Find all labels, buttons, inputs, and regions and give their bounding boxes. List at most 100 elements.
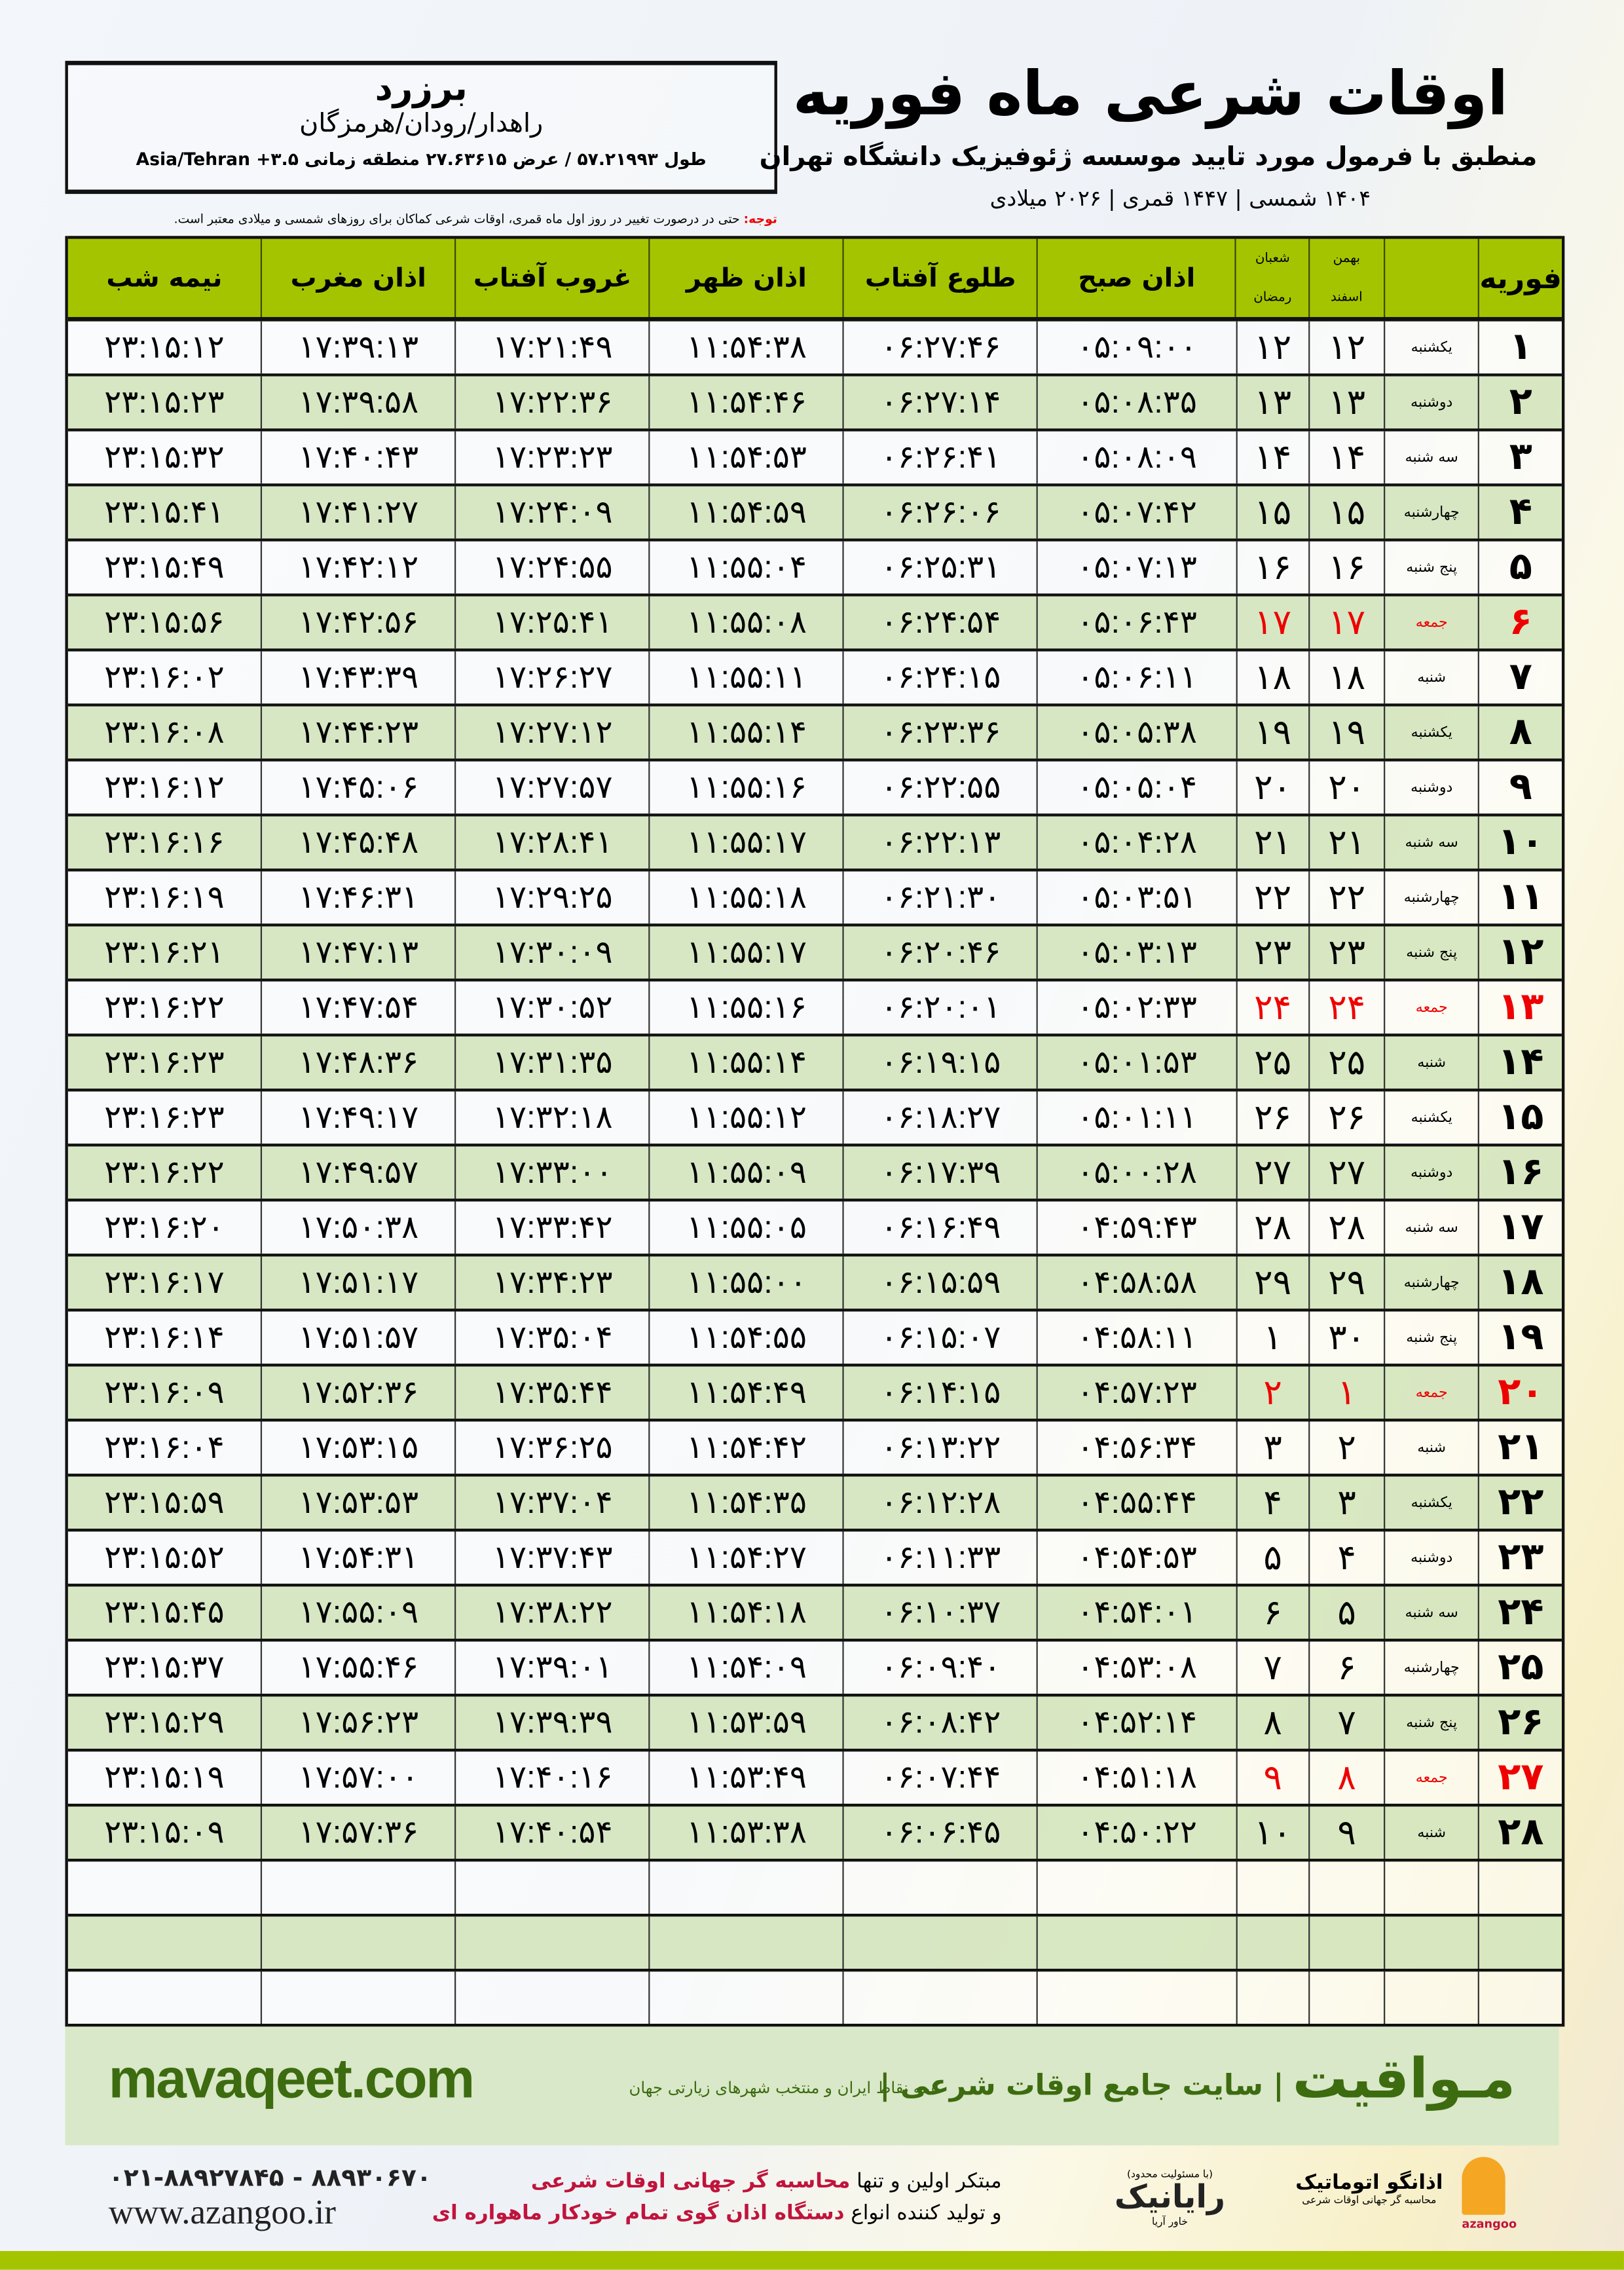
lunar-date: ۲ bbox=[1235, 1366, 1309, 1419]
lunar-date: ۱۹ bbox=[1235, 706, 1309, 759]
azangoo-logo: اذانگو اتوماتیک محاسبه گر جهانی اوقات شر… bbox=[1295, 2160, 1443, 2206]
table-row: ۲۲ یکشنبه ۳ ۴ ۰۴:۵۵:۴۴ ۰۶:۱۲:۲۸ ۱۱:۵۴:۳۵ ۱۷:۳۷:… bbox=[67, 1476, 1562, 1532]
time-nime: ۲۳:۱۶:۰۴ bbox=[104, 1428, 225, 1465]
time-ghorub: ۱۷:۲۹:۲۵ bbox=[454, 871, 648, 924]
time-tolu: ۰۶:۱۹:۱۵ bbox=[843, 1036, 1037, 1089]
time-ghorub bbox=[454, 1861, 648, 1914]
time-ghorub: ۱۷:۲۱:۴۹ bbox=[454, 321, 648, 374]
day-number: ۶ bbox=[1478, 596, 1562, 649]
time-tolu: ۰۶:۲۴:۱۵ bbox=[843, 651, 1037, 704]
table-row: ۱ یکشنبه ۱۲ ۱۲ ۰۵:۰۹:۰۰ ۰۶:۲۷:۴۶ ۱۱:۵۴:۳۸ ۱۷:۲۱… bbox=[67, 321, 1562, 377]
time-sobh: ۰۵:۰۳:۵۱ bbox=[1037, 871, 1236, 924]
city-name: برزرد bbox=[375, 67, 468, 109]
time-tolu: ۰۶:۲۶:۴۱ bbox=[843, 431, 1037, 484]
slogan-secondary: همه نقاط ایران و منتخب شهرهای زیارتی جها… bbox=[629, 2078, 940, 2098]
table-row: ۷ شنبه ۱۸ ۱۸ ۰۵:۰۶:۱۱ ۰۶:۲۴:۱۵ ۱۱:۵۵:۱۱ ۱۷:۲۶:۲… bbox=[67, 651, 1562, 707]
promo-2a: و تولید کننده انواع bbox=[844, 2201, 1002, 2225]
time-ghorub: ۱۷:۳۳:۴۲ bbox=[454, 1201, 648, 1254]
rayanik-name: رایانیک bbox=[1114, 2180, 1226, 2216]
azangoo-link[interactable]: www.azangoo.ir bbox=[108, 2194, 336, 2233]
day-number: ۲۴ bbox=[1478, 1586, 1562, 1639]
time-zohr: ۱۱:۵۴:۲۷ bbox=[648, 1531, 843, 1584]
time-ghorub: ۱۷:۲۴:۵۵ bbox=[454, 541, 648, 594]
time-maghreb: ۱۷:۵۳:۵۳ bbox=[261, 1476, 454, 1529]
table-row: ۱۲ پنج شنبه ۲۳ ۲۳ ۰۵:۰۳:۱۳ ۰۶:۲۰:۴۶ ۱۱:۵۵:۱۷ ۱۷… bbox=[67, 926, 1562, 982]
time-sobh: ۰۵:۰۸:۳۵ bbox=[1037, 376, 1236, 429]
weekday bbox=[1383, 1916, 1479, 1969]
time-zohr: ۱۱:۵۵:۰۴ bbox=[648, 541, 843, 594]
solar-date: ۱۶ bbox=[1308, 541, 1383, 594]
solar-date: ۱۷ bbox=[1308, 596, 1383, 649]
time-nime: ۲۳:۱۶:۱۶ bbox=[104, 823, 225, 860]
time-nime: ۲۳:۱۶:۲۳ bbox=[104, 1098, 225, 1135]
time-maghreb: ۱۷:۴۸:۳۶ bbox=[261, 1036, 454, 1089]
time-zohr: ۱۱:۵۴:۴۶ bbox=[648, 376, 843, 429]
time-ghorub: ۱۷:۳۰:۵۲ bbox=[454, 981, 648, 1034]
time-nime: ۲۳:۱۵:۱۲ bbox=[104, 328, 225, 365]
lunar-date: ۲۹ bbox=[1235, 1256, 1309, 1309]
table-row: ۲ دوشنبه ۱۳ ۱۳ ۰۵:۰۸:۳۵ ۰۶:۲۷:۱۴ ۱۱:۵۴:۴۶ ۱۷:۲۲… bbox=[67, 376, 1562, 432]
lunar-date: ۲۴ bbox=[1235, 981, 1309, 1034]
site-link[interactable]: mavaqeet.com bbox=[108, 2049, 475, 2111]
time-maghreb: ۱۷:۴۲:۵۶ bbox=[261, 596, 454, 649]
time-ghorub: ۱۷:۳۴:۲۳ bbox=[454, 1256, 648, 1309]
weekday: پنج شنبه bbox=[1383, 926, 1479, 979]
lunar-date: ۱۴ bbox=[1235, 431, 1309, 484]
weekday: پنج شنبه bbox=[1383, 1696, 1479, 1749]
mosque-dome-icon bbox=[1462, 2157, 1505, 2215]
time-sobh: ۰۵:۰۸:۰۹ bbox=[1037, 431, 1236, 484]
time-tolu: ۰۶:۲۴:۵۴ bbox=[843, 596, 1037, 649]
time-tolu: ۰۶:۱۷:۳۹ bbox=[843, 1146, 1037, 1199]
time-ghorub: ۱۷:۳۳:۰۰ bbox=[454, 1146, 648, 1199]
time-nime: ۲۳:۱۶:۲۰ bbox=[104, 1208, 225, 1245]
lunar-date: ۱۶ bbox=[1235, 541, 1309, 594]
time-sobh: ۰۵:۰۷:۴۲ bbox=[1037, 486, 1236, 539]
subtitle: منطبق با فرمول مورد تایید موسسه ژئوفیزیک… bbox=[759, 141, 1538, 173]
solar-date: ۲۷ bbox=[1308, 1146, 1383, 1199]
lunar-date: ۱۵ bbox=[1235, 486, 1309, 539]
day-number bbox=[1478, 1916, 1562, 1969]
solar-date bbox=[1308, 1916, 1383, 1969]
table-row: ۲۶ پنج شنبه ۷ ۸ ۰۴:۵۲:۱۴ ۰۶:۰۸:۴۲ ۱۱:۵۳:۵۹ ۱۷:۳… bbox=[67, 1696, 1562, 1752]
time-nime: ۲۳:۱۵:۳۷ bbox=[104, 1648, 225, 1685]
time-maghreb: ۱۷:۵۴:۳۱ bbox=[261, 1531, 454, 1584]
lunar-date: ۶ bbox=[1235, 1586, 1309, 1639]
time-tolu: ۰۶:۱۵:۵۹ bbox=[843, 1256, 1037, 1309]
time-maghreb: ۱۷:۴۷:۵۴ bbox=[261, 981, 454, 1034]
time-zohr: ۱۱:۵۳:۴۹ bbox=[648, 1751, 843, 1804]
weekday: دوشنبه bbox=[1383, 376, 1479, 429]
day-number: ۱۸ bbox=[1478, 1256, 1562, 1309]
time-maghreb: ۱۷:۴۱:۲۷ bbox=[261, 486, 454, 539]
time-tolu: ۰۶:۰۸:۴۲ bbox=[843, 1696, 1037, 1749]
time-zohr: ۱۱:۵۵:۱۲ bbox=[648, 1091, 843, 1144]
time-tolu: ۰۶:۱۰:۳۷ bbox=[843, 1586, 1037, 1639]
time-tolu: ۰۶:۲۲:۱۳ bbox=[843, 816, 1037, 869]
time-tolu bbox=[843, 1916, 1037, 1969]
time-zohr: ۱۱:۵۴:۰۹ bbox=[648, 1641, 843, 1694]
azangoo-sub: محاسبه گر جهانی اوقات شرعی bbox=[1302, 2194, 1437, 2206]
promo-text: مبتکر اولین و تنها محاسبه گر جهانی اوقات… bbox=[432, 2166, 1002, 2229]
weekday: سه شنبه bbox=[1383, 816, 1479, 869]
time-nime: ۲۳:۱۶:۲۲ bbox=[104, 988, 225, 1025]
time-ghorub: ۱۷:۳۹:۳۹ bbox=[454, 1696, 648, 1749]
time-ghorub: ۱۷:۳۱:۳۵ bbox=[454, 1036, 648, 1089]
table-row: ۸ یکشنبه ۱۹ ۱۹ ۰۵:۰۵:۳۸ ۰۶:۲۳:۳۶ ۱۱:۵۵:۱۴ ۱۷:۲۷… bbox=[67, 706, 1562, 762]
promo-1b: محاسبه گر جهانی اوقات شرعی bbox=[530, 2170, 851, 2193]
table-row: ۴ چهارشنبه ۱۵ ۱۵ ۰۵:۰۷:۴۲ ۰۶:۲۶:۰۶ ۱۱:۵۴:۵۹ ۱۷:… bbox=[67, 486, 1562, 542]
time-nime: ۲۳:۱۶:۱۹ bbox=[104, 878, 225, 915]
day-number: ۱ bbox=[1478, 321, 1562, 374]
time-nime: ۲۳:۱۶:۱۲ bbox=[104, 768, 225, 805]
solar-date: ۲۵ bbox=[1308, 1036, 1383, 1089]
time-sobh: ۰۵:۰۰:۲۸ bbox=[1037, 1146, 1236, 1199]
time-nime: ۲۳:۱۵:۲۳ bbox=[104, 383, 225, 420]
time-nime: ۲۳:۱۶:۰۲ bbox=[104, 658, 225, 695]
time-maghreb: ۱۷:۵۳:۱۵ bbox=[261, 1421, 454, 1474]
time-maghreb: ۱۷:۵۱:۱۷ bbox=[261, 1256, 454, 1309]
time-sobh: ۰۵:۰۷:۱۳ bbox=[1037, 541, 1236, 594]
time-sobh: ۰۴:۵۴:۰۱ bbox=[1037, 1586, 1236, 1639]
time-nime: ۲۳:۱۵:۵۲ bbox=[104, 1538, 225, 1575]
table-row: ۱۸ چهارشنبه ۲۹ ۲۹ ۰۴:۵۸:۵۸ ۰۶:۱۵:۵۹ ۱۱:۵۵:۰۰ ۱۷… bbox=[67, 1256, 1562, 1312]
time-tolu: ۰۶:۰۹:۴۰ bbox=[843, 1641, 1037, 1694]
time-maghreb: ۱۷:۴۴:۲۳ bbox=[261, 706, 454, 759]
solar-date: ۱۴ bbox=[1308, 431, 1383, 484]
